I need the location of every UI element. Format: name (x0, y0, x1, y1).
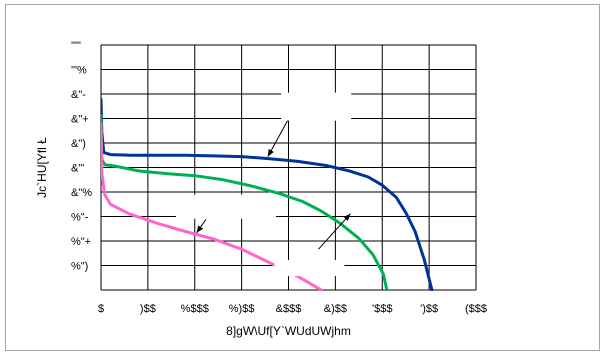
x-tick-label: ')$$ (420, 303, 438, 315)
x-tick-label: $ (98, 303, 104, 315)
y-axis-title: Jc`HU[Yfl Ł (35, 137, 49, 198)
y-tick-label: '"% (71, 65, 87, 77)
y-tick-label: &") (71, 138, 86, 150)
x-tick-label: &$$$ (276, 303, 302, 315)
annotation-label-box (274, 260, 345, 277)
annotation-label-box (176, 194, 276, 219)
x-tick-label: )$$ (140, 303, 156, 315)
line-chart: $ )$$ %$$$ %)$$ &$$$ &)$$ '$$$ ')$$ ($$$ '"" '"% &"… (35, 40, 487, 338)
y-tick-label: &"% (71, 187, 92, 199)
y-tick-label: %") (71, 261, 88, 273)
x-tick-label: '$$$ (372, 303, 392, 315)
x-axis-title: 8]gW\Uf[Y`WUdUWjhm (226, 324, 351, 338)
x-tick-label: &)$$ (324, 303, 347, 315)
y-tick-label: &"- (71, 89, 86, 101)
y-tick-label: &"+ (71, 114, 89, 126)
annotation-arrowhead (343, 213, 351, 221)
y-tick-label: %"+ (71, 236, 91, 248)
annotation-arrow (318, 213, 351, 250)
x-tick-label: %)$$ (229, 303, 255, 315)
x-tick-label: ($$$ (465, 303, 487, 315)
y-tick-label: '"" (71, 40, 81, 52)
x-tick-label: %$$$ (181, 303, 209, 315)
chart-area: $ )$$ %$$$ %)$$ &$$$ &)$$ '$$$ ')$$ ($$$ '"" '"% &"… (5, 4, 600, 351)
annotation-arrowhead (196, 225, 204, 233)
y-tick-label: &"' (71, 163, 84, 175)
y-tick-label: %"- (71, 212, 89, 224)
series-line-2 (101, 114, 389, 291)
annotation-label-box (281, 92, 352, 121)
annotation-arrowhead (267, 149, 274, 157)
series-line-1 (101, 97, 434, 291)
